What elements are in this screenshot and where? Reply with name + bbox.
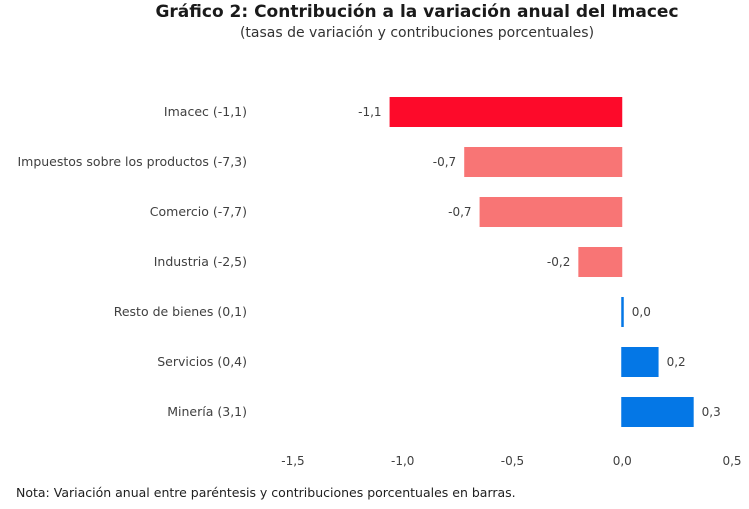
- data-label: 0,0: [632, 305, 651, 319]
- data-label: -1,1: [358, 105, 381, 119]
- bars: [389, 97, 694, 427]
- data-label: -0,2: [547, 255, 570, 269]
- category-label: Resto de bienes (0,1): [114, 304, 247, 319]
- x-axis-ticks: -1,5 -1,0 -0,5 0,0 0,5: [281, 454, 741, 468]
- category-label: Comercio (-7,7): [150, 204, 247, 219]
- chart-note: Nota: Variación anual entre paréntesis y…: [16, 485, 516, 500]
- category-label: Minería (3,1): [167, 404, 247, 419]
- category-label: Servicios (0,4): [157, 354, 247, 369]
- data-labels: -1,1 -0,7 -0,7 -0,2 0,0 0,2 0,3: [358, 105, 721, 419]
- bar: [479, 197, 623, 227]
- chart-subtitle: (tasas de variación y contribuciones por…: [239, 25, 595, 41]
- x-tick-label: -0,5: [501, 454, 524, 468]
- x-tick-label: -1,0: [391, 454, 414, 468]
- x-tick-label: 0,0: [613, 454, 632, 468]
- data-label: 0,2: [667, 355, 686, 369]
- data-label: -0,7: [433, 155, 456, 169]
- category-label: Impuestos sobre los productos (-7,3): [17, 154, 247, 169]
- data-label: -0,7: [448, 205, 471, 219]
- bar: [464, 147, 623, 177]
- bar: [621, 347, 659, 377]
- bar: [578, 247, 623, 277]
- category-label: Imacec (-1,1): [164, 104, 247, 119]
- bar: [389, 97, 623, 127]
- x-tick-label: -1,5: [281, 454, 304, 468]
- data-label: 0,3: [702, 405, 721, 419]
- bar: [621, 397, 694, 427]
- category-label: Industria (-2,5): [154, 254, 247, 269]
- bar: [621, 297, 624, 327]
- category-labels: Imacec (-1,1) Impuestos sobre los product…: [17, 104, 247, 419]
- chart-title: Gráfico 2: Contribución a la variación a…: [155, 2, 679, 22]
- x-tick-label: 0,5: [722, 454, 741, 468]
